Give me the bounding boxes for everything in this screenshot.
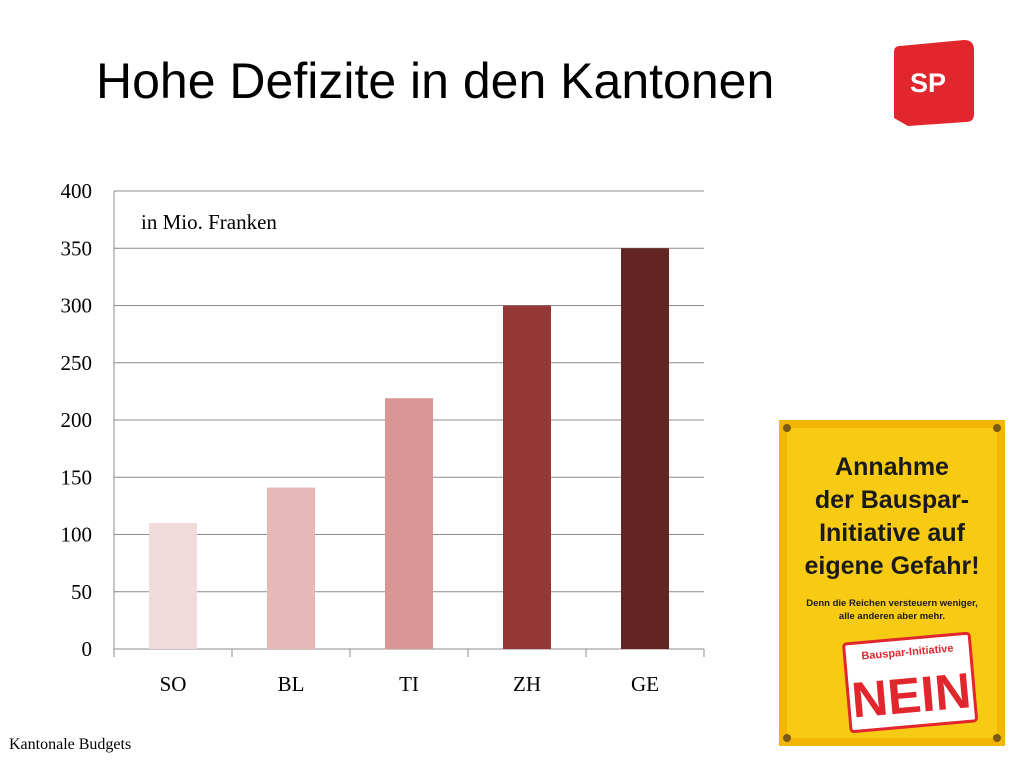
y-tick-label: 50 (71, 580, 92, 604)
slide-title: Hohe Defizite in den Kantonen (96, 53, 775, 109)
bar-ge (621, 248, 669, 649)
poster-subline: alle anderen aber mehr. (839, 611, 945, 622)
x-tick-label: SO (160, 672, 187, 696)
y-tick-label: 400 (61, 179, 93, 203)
x-axis-ticks: SO BL TI ZH GE (160, 672, 659, 696)
poster-tack-icon (993, 424, 1001, 432)
x-tick-label: TI (399, 672, 419, 696)
bar-so (149, 523, 197, 649)
party-logo-text: SP (910, 68, 946, 98)
x-tick-label: GE (631, 672, 659, 696)
y-tick-label: 100 (61, 523, 93, 547)
bar-bl (267, 487, 315, 649)
poster-headline-line: Initiative auf (819, 519, 966, 547)
x-tick-label: BL (278, 672, 305, 696)
poster-headline-line: der Bauspar- (815, 486, 969, 514)
poster-subline: Denn die Reichen versteuern weniger, (806, 598, 978, 609)
y-tick-label: 0 (82, 637, 93, 661)
source-note: Kantonale Budgets (9, 736, 132, 753)
y-tick-label: 350 (61, 236, 93, 260)
poster-headline-line: Annahme (835, 453, 949, 481)
y-axis-ticks: 0 50 100 150 200 250 300 350 400 (61, 179, 93, 661)
y-tick-label: 150 (61, 465, 93, 489)
y-tick-label: 200 (61, 408, 93, 432)
bar-ti (385, 398, 433, 649)
bar-zh (503, 305, 551, 649)
poster-tack-icon (783, 734, 791, 742)
party-logo-shape (894, 40, 974, 126)
poster-headline-line: eigene Gefahr! (804, 552, 979, 580)
y-tick-label: 250 (61, 351, 93, 375)
chart-unit-annotation: in Mio. Franken (141, 210, 277, 234)
deficit-bar-chart: 0 50 100 150 200 250 300 350 400 SO BL TI ZH GE in M… (61, 179, 705, 696)
campaign-poster: Annahme der Bauspar- Initiative auf eige… (779, 420, 1005, 746)
x-tick-label: ZH (513, 672, 541, 696)
chart-bars (149, 248, 669, 649)
poster-vote-sign (842, 631, 978, 733)
poster-sign-vote: NEIN (849, 662, 973, 728)
poster-tack-icon (993, 734, 1001, 742)
y-tick-label: 300 (61, 294, 93, 318)
poster-tack-icon (783, 424, 791, 432)
party-logo-icon: SP (894, 40, 974, 126)
